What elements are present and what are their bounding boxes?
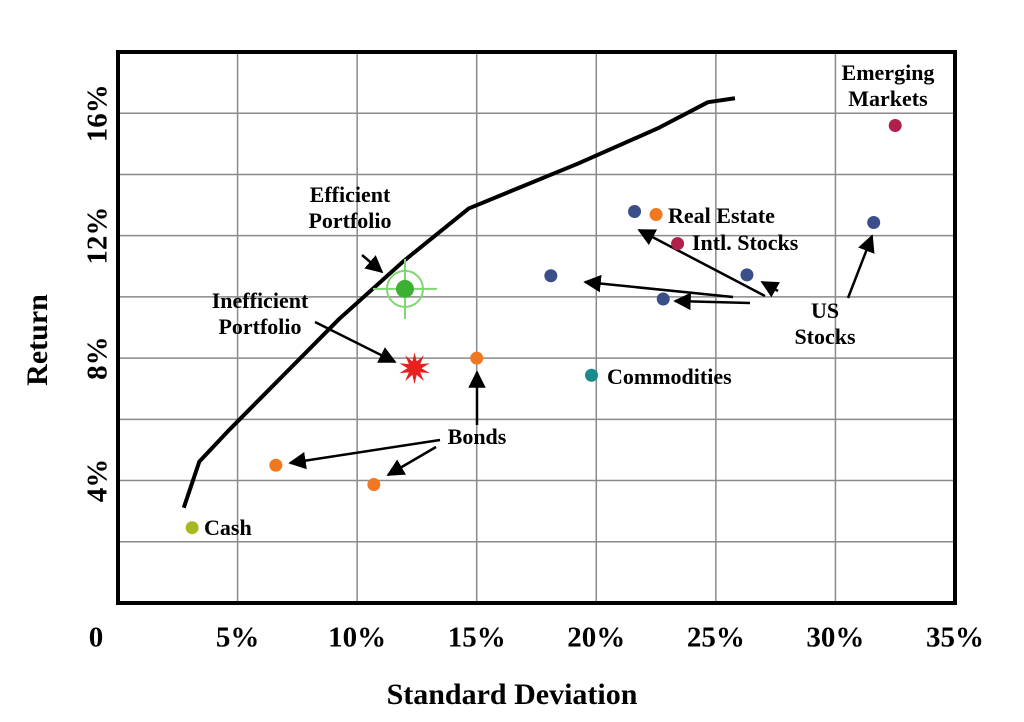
point: [656, 292, 670, 306]
annotation-arrow: [288, 438, 441, 470]
point-label: Cash: [204, 515, 252, 540]
point: [399, 352, 430, 385]
annotation-arrow: [760, 280, 781, 298]
y-tick-label: 8%: [82, 336, 114, 380]
point: [185, 521, 199, 535]
annotation-arrow: [846, 234, 875, 299]
x-tick-label: 10%: [328, 622, 386, 654]
annotation-arrow: [637, 228, 766, 298]
annotation-arrow: [673, 292, 751, 311]
annotation-arrow: [314, 320, 397, 364]
point: [671, 237, 685, 251]
y-tick-label: 16%: [82, 84, 114, 142]
point: [470, 351, 484, 365]
y-tick-label: 12%: [82, 207, 114, 265]
annotation-arrow: [386, 445, 437, 477]
plot-frame: [116, 50, 957, 605]
point: [867, 216, 881, 230]
point-label: US Stocks: [794, 298, 856, 349]
annotation-arrow: [361, 254, 384, 274]
point-label: Bonds: [447, 424, 507, 449]
x-tick-label: 5%: [216, 622, 260, 654]
point-label: Inefficient Portfolio: [211, 288, 309, 339]
point: [628, 204, 642, 218]
point: [395, 279, 414, 298]
x-tick-label: 15%: [448, 622, 506, 654]
point-label: Commodities: [607, 364, 732, 389]
x-axis-title: Standard Deviation: [387, 678, 638, 711]
point: [649, 208, 663, 222]
point-label: Efficient Portfolio: [308, 182, 392, 233]
point: [269, 458, 283, 472]
point: [585, 368, 599, 382]
point: [888, 118, 902, 132]
annotation-arrow: [583, 274, 734, 299]
x-tick-label: 25%: [687, 622, 745, 654]
x-tick-label: 30%: [806, 622, 864, 654]
x-tick-label: 20%: [567, 622, 625, 654]
x-tick-label: 0: [89, 622, 104, 654]
x-tick-label: 35%: [926, 622, 984, 654]
point: [740, 268, 754, 282]
y-tick-label: 4%: [82, 459, 114, 503]
y-axis-title: Return: [21, 294, 54, 386]
point-label: Real Estate: [668, 203, 775, 228]
point-label: Emerging Markets: [841, 60, 935, 111]
point-label: Intl. Stocks: [692, 230, 799, 255]
point: [367, 478, 381, 492]
point: [544, 269, 558, 283]
